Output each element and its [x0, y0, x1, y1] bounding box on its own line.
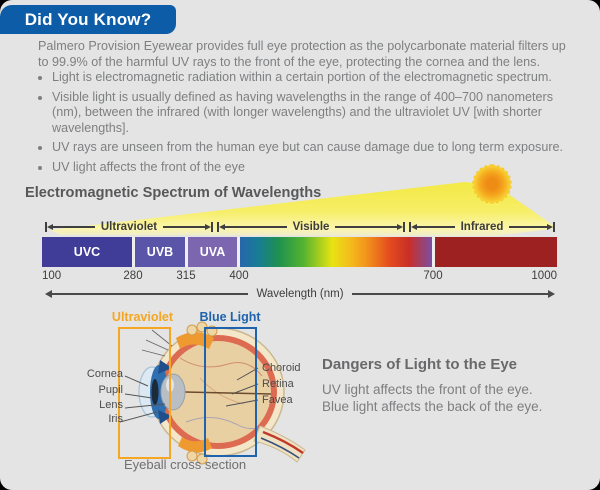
tick-1000: 1000: [531, 270, 557, 282]
dangers-line-blue: Blue light affects the back of the eye.: [322, 399, 543, 414]
tick-400: 400: [229, 270, 249, 282]
arrowhead-left-icon: [45, 290, 52, 298]
blue-light-zone-label: Blue Light: [199, 310, 261, 324]
tick-315: 315: [176, 270, 196, 282]
bullet-item: Visible light is usually defined as havi…: [52, 90, 580, 137]
intro-paragraph: Palmero Provision Eyewear provides full …: [38, 39, 566, 69]
label-retina: Retina: [262, 378, 294, 390]
range-arrow-ultraviolet: Ultraviolet: [45, 221, 213, 233]
bullet-item: Light is electromagnetic radiation withi…: [52, 70, 580, 86]
range-arrow-visible: Visible: [217, 221, 405, 233]
arrowhead-left-icon: [411, 224, 417, 230]
bullet-item: UV rays are unseen from the human eye bu…: [52, 140, 580, 156]
band-uvc: UVC: [42, 237, 132, 267]
arrowhead-left-icon: [47, 224, 53, 230]
band-uvb: UVB: [135, 237, 185, 267]
dangers-block: Dangers of Light to the Eye UV light aff…: [322, 356, 582, 415]
tick-700: 700: [423, 270, 443, 282]
spectrum-bar: UVC UVB UVA: [42, 237, 557, 267]
leader-lines: [119, 367, 259, 423]
band-infrared: [435, 237, 557, 267]
tick-280: 280: [123, 270, 143, 282]
eyeball-diagram: [119, 321, 306, 465]
arrowhead-right-icon: [548, 290, 556, 298]
label-iris: Iris: [108, 413, 123, 425]
eyeball-caption: Eyeball cross section: [123, 457, 247, 472]
dangers-line-uv: UV light affects the front of the eye.: [322, 382, 533, 397]
label-pupil: Pupil: [98, 384, 123, 396]
band-uva: UVA: [188, 237, 237, 267]
bullet-list: Light is electromagnetic radiation withi…: [38, 70, 580, 180]
header-tab: Did You Know?: [0, 5, 176, 34]
arrowhead-right-icon: [205, 224, 211, 230]
sun-icon: [470, 162, 514, 206]
arrowhead-left-icon: [219, 224, 225, 230]
dangers-title: Dangers of Light to the Eye: [322, 356, 518, 373]
range-label-visible: Visible: [292, 221, 330, 233]
range-label-infrared: Infrared: [460, 221, 504, 233]
uv-zone-box: [118, 327, 171, 459]
bullet-item: UV light affects the front of the eye: [52, 160, 580, 176]
label-lens: Lens: [99, 399, 123, 411]
label-favea: Favea: [262, 394, 293, 406]
wavelength-ticks: 100 280 315 400 700 1000: [42, 270, 557, 284]
wavelength-axis: Wavelength (nm): [45, 287, 556, 301]
blue-light-zone-box: [204, 327, 257, 457]
header-title: Did You Know?: [24, 9, 152, 29]
sun-core: [470, 162, 514, 206]
arrowhead-right-icon: [547, 224, 554, 230]
spectrum-heading: Electromagnetic Spectrum of Wavelengths: [25, 185, 322, 201]
arrowhead-right-icon: [397, 224, 403, 230]
uv-zone-label: Ultraviolet: [111, 310, 174, 324]
tick-100: 100: [42, 270, 62, 282]
label-cornea: Cornea: [86, 368, 123, 380]
axis-label: Wavelength (nm): [256, 288, 344, 300]
label-choroid: Choroid: [262, 362, 301, 374]
band-visible: [240, 237, 432, 267]
range-label-ultraviolet: Ultraviolet: [100, 221, 158, 233]
range-arrow-infrared: Infrared: [409, 221, 556, 233]
